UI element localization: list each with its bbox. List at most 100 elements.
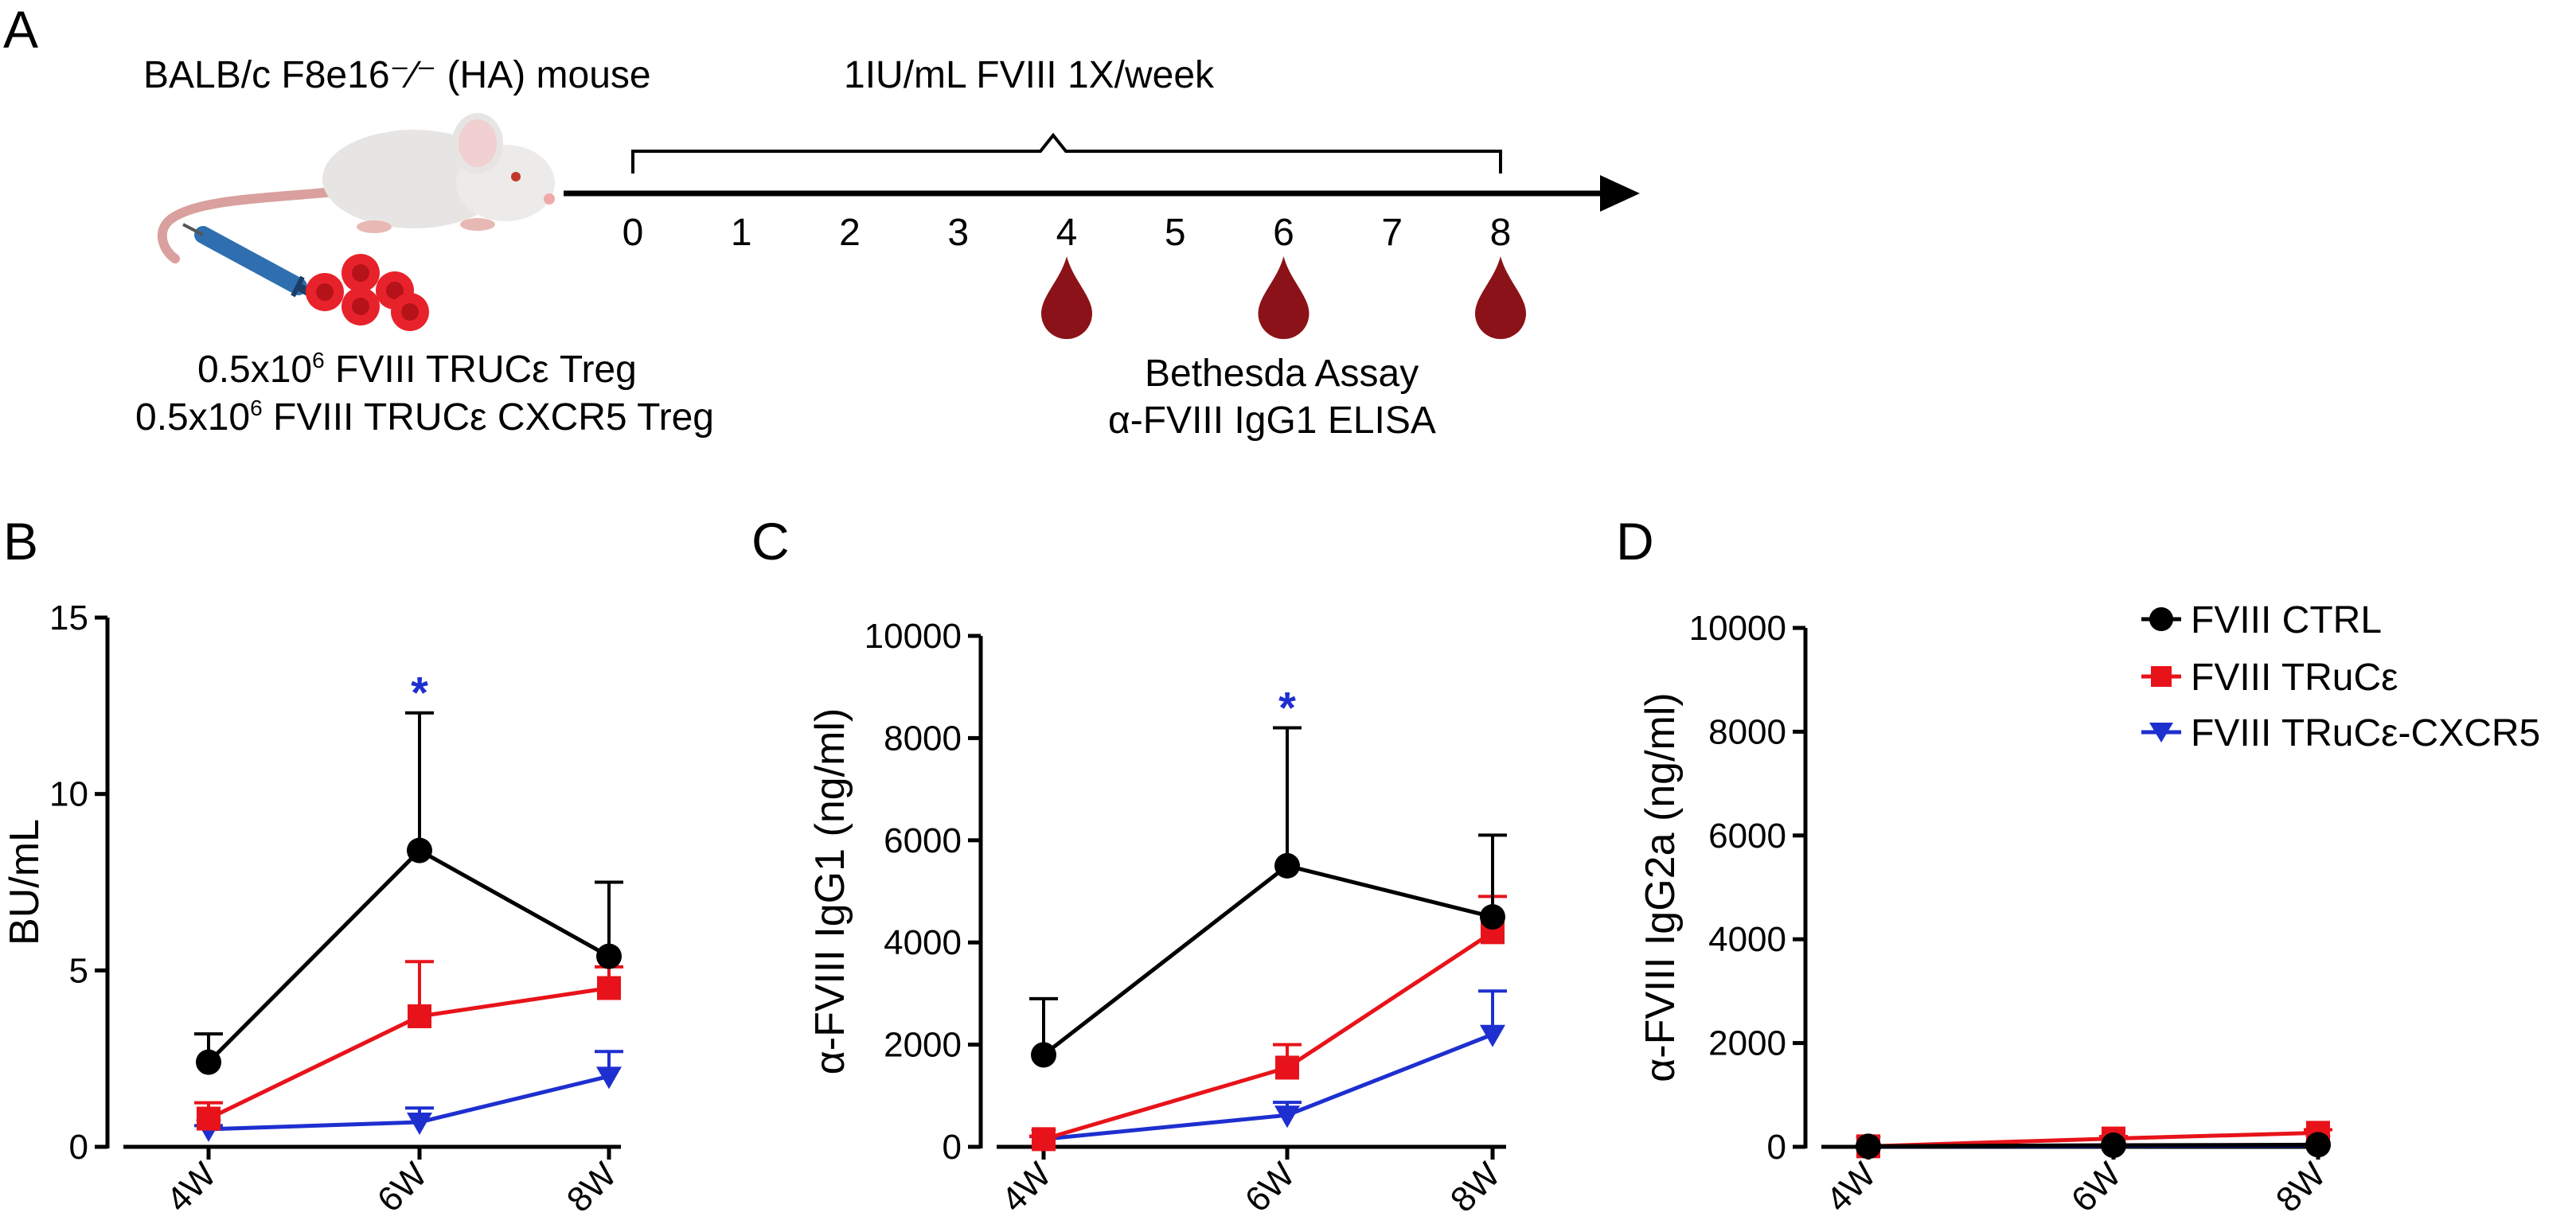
panel-letter-d: D bbox=[1616, 512, 1654, 571]
timeline-tick-label: 6 bbox=[1273, 212, 1294, 254]
mouse-strain-label: BALB/c F8e16⁻⁄⁻ (HA) mouse bbox=[143, 54, 651, 96]
significance-star: * bbox=[1278, 683, 1296, 733]
data-point-circle bbox=[2305, 1132, 2331, 1158]
x-tick-label: 8W bbox=[1443, 1155, 1509, 1220]
chart-b-bu-ml: 0 5 10 15 4W 6W 8W BU/mL * bbox=[2, 598, 624, 1220]
y-tick-label: 10000 bbox=[865, 617, 962, 656]
x-tick-label: 4W bbox=[159, 1155, 224, 1220]
panel-letter-a: A bbox=[3, 0, 38, 59]
treatment-bracket bbox=[631, 132, 1502, 173]
series-truc bbox=[1856, 1121, 2332, 1159]
panel-letter-c: C bbox=[751, 512, 790, 571]
series-ctrl bbox=[194, 711, 623, 1075]
y-axis-label: α-FVIII IgG1 (ng/ml) bbox=[807, 708, 853, 1075]
cells-line-2: 0.5x106 FVIII TRUCε CXCR5 Treg bbox=[135, 396, 714, 439]
timeline-ticks: 0 1 2 3 4 5 6 7 8 bbox=[623, 212, 1512, 254]
blood-drop-icon bbox=[1475, 256, 1526, 339]
series-cxcr5 bbox=[194, 1050, 623, 1142]
x-tick-label: 4W bbox=[1819, 1155, 1884, 1220]
timeline-arrowhead bbox=[1600, 175, 1640, 212]
y-tick-label: 5 bbox=[69, 951, 88, 990]
data-point-circle bbox=[407, 837, 432, 863]
timeline-tick-label: 1 bbox=[731, 212, 752, 254]
data-point-triangle bbox=[596, 1066, 622, 1090]
timeline-tick-label: 8 bbox=[1490, 212, 1512, 254]
series-line bbox=[1868, 1142, 2319, 1148]
y-tick-label: 0 bbox=[1767, 1128, 1786, 1167]
data-point-square bbox=[1032, 1127, 1056, 1152]
series-line bbox=[208, 1074, 610, 1132]
series-ctrl bbox=[1029, 726, 1507, 1068]
x-tick-label: 6W bbox=[370, 1155, 435, 1220]
series-line bbox=[1042, 863, 1493, 1057]
timeline-tick-label: 3 bbox=[947, 212, 969, 254]
series-ctrl bbox=[1856, 1132, 2331, 1160]
series-line bbox=[1043, 1032, 1493, 1141]
legend: FVIII CTRL FVIII TRuCε FVIII TRuCε-CXCR5 bbox=[2141, 599, 2540, 754]
x-tick-label: 6W bbox=[2064, 1155, 2129, 1220]
series-line bbox=[1043, 930, 1494, 1141]
blood-drop-icon bbox=[1041, 256, 1092, 339]
timeline-tick-label: 5 bbox=[1165, 212, 1186, 254]
data-point-triangle bbox=[1274, 1105, 1300, 1129]
data-point-circle bbox=[1031, 1042, 1056, 1068]
data-point-circle bbox=[1856, 1133, 1881, 1160]
legend-item-ctrl: FVIII CTRL bbox=[2141, 599, 2382, 641]
data-point-square bbox=[1275, 1055, 1299, 1080]
timeline-tick-label: 4 bbox=[1056, 212, 1078, 254]
legend-marker-square bbox=[2151, 666, 2172, 687]
chart-c-igg1: 0 2000 4000 6000 8000 10000 4W 6W 8W α-FVIII IgG1… bbox=[807, 617, 1508, 1220]
y-tick-label: 4000 bbox=[884, 923, 962, 962]
legend-item-cxcr5: FVIII TRuCε-CXCR5 bbox=[2141, 712, 2540, 754]
legend-marker-triangle bbox=[2149, 723, 2173, 743]
y-tick-label: 15 bbox=[49, 598, 88, 637]
y-tick-label: 8000 bbox=[884, 719, 962, 758]
significance-star: * bbox=[411, 668, 428, 718]
x-tick-label: 8W bbox=[2269, 1155, 2334, 1220]
data-point-circle bbox=[1480, 904, 1505, 930]
treg-cells-icon bbox=[306, 254, 429, 331]
y-tick-label: 8000 bbox=[1708, 712, 1786, 751]
data-point-square bbox=[197, 1106, 221, 1131]
y-tick-label: 6000 bbox=[884, 821, 962, 860]
legend-item-truc: FVIII TRuCε bbox=[2141, 657, 2398, 699]
blood-drop-icon bbox=[1258, 256, 1309, 339]
data-point-circle bbox=[1274, 852, 1300, 879]
data-point-triangle bbox=[407, 1112, 432, 1135]
syringe-icon bbox=[182, 223, 317, 300]
legend-label-truc: FVIII TRuCε bbox=[2191, 657, 2398, 699]
data-point-square bbox=[597, 976, 621, 1000]
data-point-circle bbox=[2101, 1132, 2126, 1159]
timeline-tick-label: 7 bbox=[1381, 212, 1403, 254]
y-tick-label: 0 bbox=[69, 1128, 88, 1167]
y-tick-label: 0 bbox=[943, 1128, 962, 1167]
assay-line-1: Bethesda Assay bbox=[1145, 353, 1419, 395]
cells-line-1: 0.5x106 FVIII TRUCε Treg bbox=[197, 348, 637, 391]
assay-line-2: α-FVIII IgG1 ELISA bbox=[1108, 400, 1436, 442]
legend-marker-circle bbox=[2149, 607, 2173, 631]
x-tick-label: 8W bbox=[560, 1155, 625, 1220]
data-point-triangle bbox=[1480, 1024, 1505, 1047]
y-tick-label: 6000 bbox=[1708, 817, 1786, 856]
legend-label-cxcr5: FVIII TRuCε-CXCR5 bbox=[2191, 712, 2540, 754]
y-tick-label: 10000 bbox=[1689, 609, 1786, 648]
timeline-tick-label: 2 bbox=[839, 212, 861, 254]
y-axis-label: BU/mL bbox=[2, 819, 48, 945]
y-axis-label: α-FVIII IgG2a (ng/ml) bbox=[1637, 692, 1684, 1082]
series-truc bbox=[194, 960, 623, 1131]
series-truc bbox=[1029, 895, 1507, 1152]
timeline-tick-label: 0 bbox=[623, 212, 644, 254]
data-point-circle bbox=[196, 1049, 221, 1075]
mouse-icon bbox=[157, 113, 555, 263]
chart-d-igg2a: 0 2000 4000 6000 8000 10000 4W 6W 8W α-FVIII IgG2… bbox=[1637, 609, 2333, 1220]
blood-drops bbox=[1041, 256, 1526, 339]
legend-label-ctrl: FVIII CTRL bbox=[2191, 599, 2382, 641]
y-tick-label: 2000 bbox=[884, 1026, 962, 1065]
x-tick-label: 6W bbox=[1238, 1155, 1303, 1220]
treatment-label: 1IU/mL FVIII 1X/week bbox=[844, 54, 1215, 96]
y-tick-label: 10 bbox=[49, 775, 88, 814]
panel-letter-b: B bbox=[3, 512, 38, 571]
y-tick-label: 2000 bbox=[1708, 1024, 1786, 1063]
x-tick-label: 4W bbox=[994, 1155, 1060, 1220]
